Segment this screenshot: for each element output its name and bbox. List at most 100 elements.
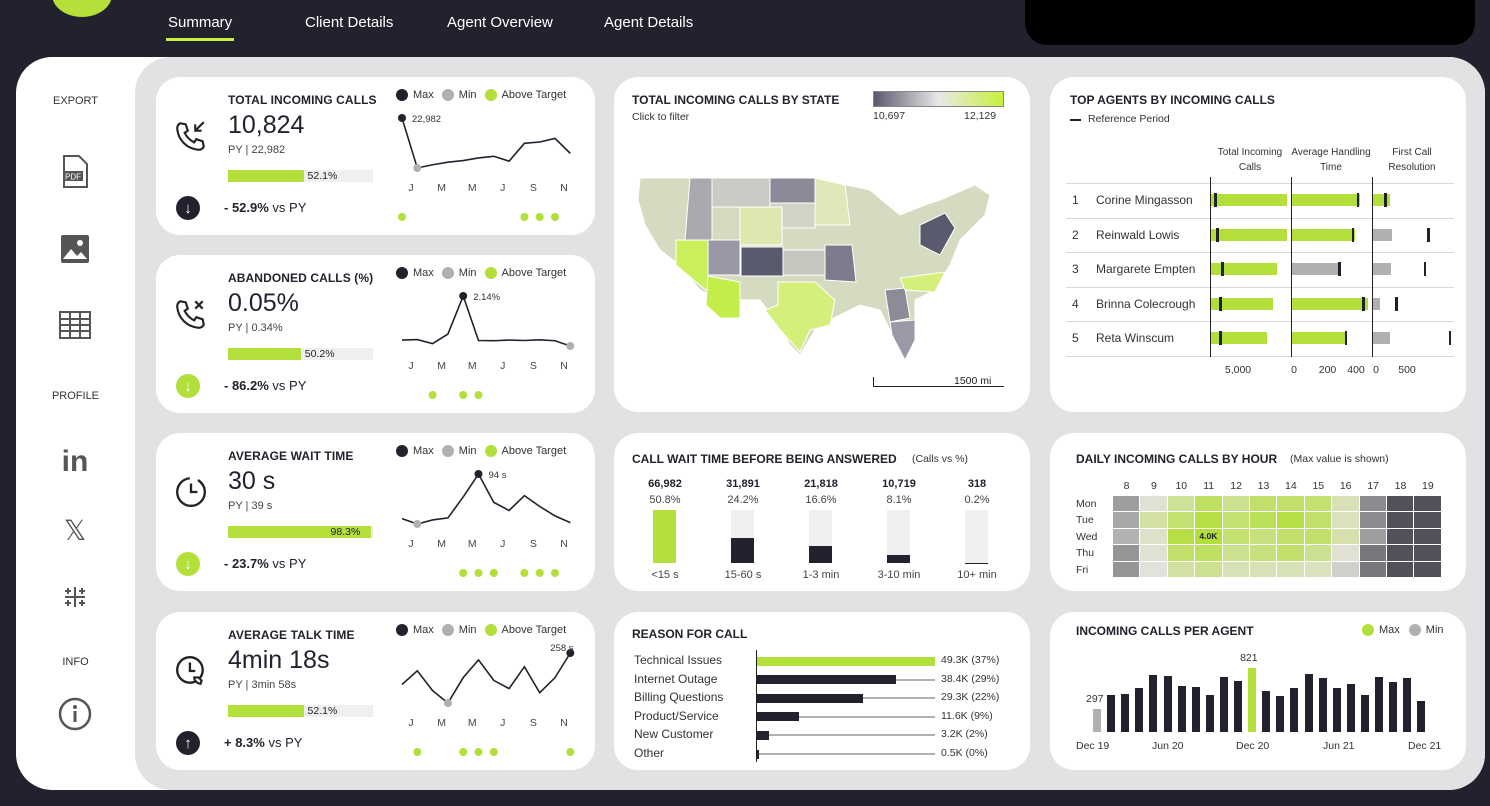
agent-calls-bar[interactable] [1262, 691, 1271, 732]
heatmap-cell[interactable] [1277, 496, 1304, 512]
heatmap-cell[interactable] [1277, 512, 1304, 528]
agent-calls-bar[interactable] [1375, 677, 1383, 732]
heatmap-cell[interactable] [1250, 496, 1277, 512]
heatmap-cell[interactable] [1195, 496, 1222, 512]
heatmap-cell[interactable] [1304, 545, 1332, 561]
agent-calls-bar[interactable] [1389, 682, 1398, 732]
heatmap-cell[interactable] [1113, 561, 1140, 577]
heatmap-cell[interactable] [1387, 512, 1414, 528]
kpi-previous-year: PY | 0.34% [228, 322, 283, 334]
heatmap-cell[interactable] [1140, 528, 1167, 545]
hour-label: 11 [1203, 480, 1215, 492]
heatmap-cell[interactable] [1250, 528, 1277, 545]
heatmap-cell[interactable] [1167, 545, 1195, 561]
agent-calls-bar[interactable] [1135, 688, 1144, 732]
agent-calls-bar[interactable] [1107, 695, 1116, 732]
heatmap-cell[interactable] [1332, 496, 1359, 512]
info-button[interactable] [55, 697, 95, 731]
heatmap-cell[interactable] [1359, 512, 1386, 528]
agent-calls-bar[interactable] [1403, 678, 1412, 732]
wait-label: 3-10 min [877, 569, 921, 581]
heatmap-cell[interactable] [1140, 545, 1167, 561]
heatmap-cell[interactable] [1113, 496, 1140, 512]
heatmap-cell[interactable] [1277, 545, 1304, 561]
heatmap-cell[interactable] [1359, 528, 1386, 545]
us-map[interactable] [614, 77, 1030, 412]
agent-calls-bar[interactable] [1205, 695, 1214, 732]
heatmap-cell[interactable] [1250, 545, 1277, 561]
agent-calls-bar[interactable] [1276, 696, 1285, 732]
heatmap-cell[interactable] [1167, 512, 1195, 528]
agent-calls-bar[interactable] [1177, 686, 1186, 732]
heatmap-cell[interactable] [1140, 512, 1167, 528]
agent-calls-bar[interactable] [1093, 708, 1101, 732]
heatmap-cell[interactable] [1332, 512, 1359, 528]
tableau-icon[interactable] [55, 580, 95, 614]
heatmap-cell[interactable] [1304, 561, 1332, 577]
heatmap-cell[interactable] [1195, 561, 1222, 577]
table-export-button[interactable] [55, 308, 95, 342]
image-export-button[interactable] [55, 232, 95, 266]
agent-calls-bar[interactable] [1121, 694, 1130, 732]
heatmap-cell[interactable] [1140, 496, 1167, 512]
tab-agent-overview[interactable]: Agent Overview [447, 14, 553, 31]
agent-calls-bar[interactable] [1360, 695, 1369, 732]
month-label: N [560, 360, 568, 372]
heatmap-cell[interactable] [1222, 545, 1249, 561]
heatmap-cell[interactable] [1222, 512, 1249, 528]
agent-calls-bar[interactable] [1234, 681, 1242, 732]
tab-client-details[interactable]: Client Details [305, 14, 394, 31]
agent-calls-bar[interactable] [1346, 684, 1355, 732]
heatmap-cell[interactable] [1195, 512, 1222, 528]
heatmap-cell[interactable] [1167, 496, 1195, 512]
heatmap-cell[interactable] [1414, 545, 1441, 561]
heatmap-cell[interactable] [1277, 528, 1304, 545]
heatmap-cell[interactable] [1414, 528, 1441, 545]
heatmap-cell[interactable] [1387, 545, 1414, 561]
heatmap-cell[interactable] [1222, 528, 1249, 545]
heatmap-cell[interactable] [1304, 528, 1332, 545]
pdf-export-button[interactable]: PDF [55, 155, 95, 189]
heatmap-cell[interactable] [1359, 496, 1386, 512]
heatmap-cell[interactable] [1304, 496, 1332, 512]
agent-calls-bar[interactable] [1332, 688, 1341, 732]
agent-calls-bar[interactable] [1191, 687, 1200, 732]
heatmap-cell[interactable] [1250, 512, 1277, 528]
tab-summary[interactable]: Summary [165, 14, 235, 41]
heatmap-cell[interactable] [1332, 545, 1359, 561]
heatmap-cell[interactable] [1304, 512, 1332, 528]
heatmap-cell[interactable] [1113, 512, 1140, 528]
heatmap-cell[interactable] [1387, 561, 1414, 577]
agent-calls-bar[interactable] [1318, 678, 1327, 732]
heatmap-cell[interactable] [1387, 528, 1414, 545]
agent-calls-bar[interactable] [1290, 688, 1299, 732]
heatmap-cell[interactable] [1167, 528, 1195, 545]
agent-calls-bar[interactable] [1304, 674, 1313, 732]
heatmap-cell[interactable] [1359, 561, 1386, 577]
heatmap-cell[interactable] [1250, 561, 1277, 577]
agent-calls-bar[interactable] [1149, 675, 1158, 732]
heatmap-cell[interactable] [1113, 545, 1140, 561]
heatmap-cell[interactable] [1387, 496, 1414, 512]
tab-agent-details[interactable]: Agent Details [604, 14, 694, 31]
heatmap-cell[interactable] [1414, 496, 1441, 512]
heatmap-cell[interactable] [1222, 561, 1249, 577]
agent-calls-bar[interactable] [1417, 701, 1426, 732]
heatmap-cell[interactable] [1414, 512, 1441, 528]
agent-calls-bar[interactable] [1248, 667, 1257, 732]
heatmap-cell[interactable] [1359, 545, 1386, 561]
agent-calls-bar[interactable] [1163, 676, 1172, 732]
heatmap-cell[interactable] [1113, 528, 1140, 545]
heatmap-cell[interactable]: 4.0K [1195, 528, 1222, 545]
agent-calls-bar[interactable] [1219, 677, 1228, 732]
heatmap-cell[interactable] [1277, 561, 1304, 577]
heatmap-cell[interactable] [1332, 561, 1359, 577]
heatmap-cell[interactable] [1167, 561, 1195, 577]
linkedin-icon[interactable]: in [61, 445, 89, 478]
heatmap-cell[interactable] [1140, 561, 1167, 577]
heatmap-cell[interactable] [1414, 561, 1441, 577]
heatmap-cell[interactable] [1332, 528, 1359, 545]
heatmap-cell[interactable] [1222, 496, 1249, 512]
heatmap-cell[interactable] [1195, 545, 1222, 561]
x-twitter-icon[interactable]: 𝕏 [63, 514, 87, 546]
